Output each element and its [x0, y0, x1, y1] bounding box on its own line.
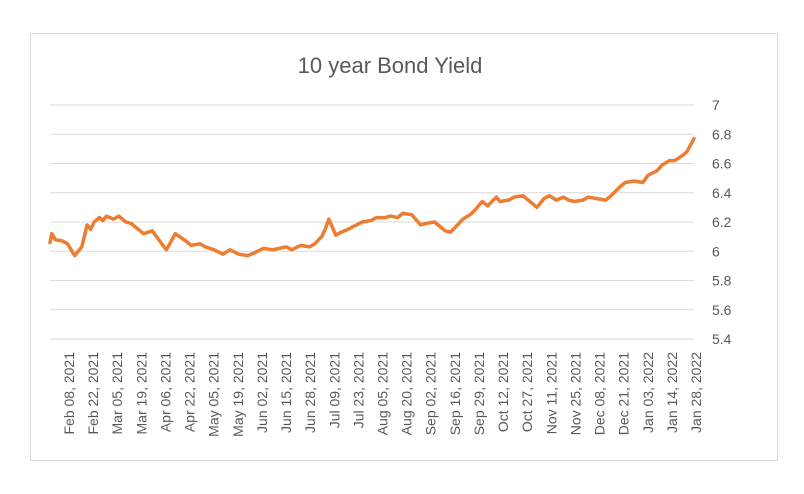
- x-tick-label: Oct 27, 2021: [519, 352, 535, 432]
- x-tick-label: Aug 05, 2021: [375, 352, 391, 436]
- x-tick-label: Mar 05, 2021: [109, 352, 125, 435]
- x-tick-label: Dec 08, 2021: [592, 352, 608, 435]
- y-tick-label: 6.8: [712, 126, 732, 142]
- x-tick-label: Jun 28, 2021: [302, 352, 318, 433]
- x-tick-label: Apr 22, 2021: [182, 352, 198, 432]
- x-tick-label: Jul 23, 2021: [350, 352, 366, 428]
- x-tick-label: Feb 22, 2021: [85, 352, 101, 435]
- x-tick-label: Jul 09, 2021: [326, 352, 342, 428]
- x-tick-label: Jan 14, 2022: [664, 352, 680, 433]
- y-tick-label: 6.4: [712, 185, 732, 201]
- y-tick-label: 5.6: [712, 302, 732, 318]
- x-tick-label: Nov 11, 2021: [543, 352, 559, 434]
- x-tick-label: Feb 08, 2021: [61, 352, 77, 435]
- x-tick-label: Apr 06, 2021: [157, 352, 173, 432]
- x-tick-label: Oct 12, 2021: [495, 352, 511, 432]
- x-tick-label: May 19, 2021: [230, 352, 246, 437]
- series-line: [48, 136, 696, 258]
- y-tick-label: 5.8: [712, 273, 732, 289]
- x-tick-label: Dec 21, 2021: [616, 352, 632, 435]
- x-tick-label: Sep 02, 2021: [423, 352, 439, 436]
- y-tick-label: 6.6: [712, 156, 732, 172]
- chart-area: [30, 33, 778, 461]
- y-axis-ticks: 7 6.8 6.6 6.4 6.2 6 5.8 5.6 5.4: [712, 97, 732, 347]
- y-tick-label: 7: [712, 97, 720, 113]
- x-tick-label: May 05, 2021: [206, 352, 222, 437]
- y-tick-label: 6: [712, 243, 720, 259]
- x-tick-label: Jun 15, 2021: [278, 352, 294, 433]
- x-tick-label: Mar 19, 2021: [133, 352, 149, 435]
- x-tick-label: Jan 03, 2022: [640, 352, 656, 433]
- x-tick-label: Nov 25, 2021: [567, 352, 583, 435]
- x-tick-label: Jun 02, 2021: [254, 352, 270, 433]
- x-axis-ticks: Feb 08, 2021 Feb 22, 2021 Mar 05, 2021 Mar …: [61, 352, 704, 437]
- y-tick-label: 6.2: [712, 214, 732, 230]
- x-tick-label: Sep 16, 2021: [447, 352, 463, 436]
- x-tick-label: Sep 29, 2021: [471, 352, 487, 436]
- chart-title: 10 year Bond Yield: [298, 53, 483, 78]
- gridlines: [50, 104, 694, 340]
- x-tick-label: Jan 28, 2022: [688, 352, 704, 433]
- y-tick-label: 5.4: [712, 331, 732, 347]
- x-tick-label: Aug 20, 2021: [399, 352, 415, 436]
